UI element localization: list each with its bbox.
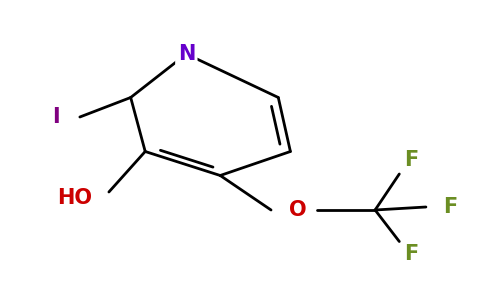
- Text: F: F: [443, 197, 457, 217]
- Text: F: F: [404, 244, 419, 263]
- Text: N: N: [178, 44, 195, 64]
- Text: I: I: [52, 107, 60, 127]
- Text: HO: HO: [58, 188, 92, 208]
- Text: O: O: [289, 200, 306, 220]
- Text: F: F: [404, 151, 419, 170]
